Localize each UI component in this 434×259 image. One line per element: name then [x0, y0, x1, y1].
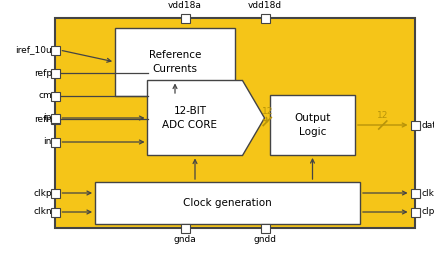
Bar — [181, 224, 190, 233]
Text: vdd18d: vdd18d — [248, 2, 282, 11]
Bar — [50, 91, 59, 100]
Text: gndd: gndd — [253, 235, 276, 244]
Bar — [50, 68, 59, 77]
Text: Reference
Currents: Reference Currents — [149, 50, 201, 74]
Text: 12: 12 — [262, 107, 273, 117]
Text: ip: ip — [44, 113, 52, 123]
Bar — [181, 13, 190, 23]
Bar — [50, 46, 59, 54]
Bar — [50, 138, 59, 147]
Text: cm: cm — [38, 91, 52, 100]
Text: clpno: clpno — [421, 207, 434, 217]
Text: refp: refp — [34, 68, 52, 77]
Polygon shape — [148, 81, 264, 155]
Bar — [411, 189, 420, 198]
Bar — [50, 207, 59, 217]
Bar — [55, 18, 415, 228]
Bar — [50, 113, 59, 123]
Bar — [411, 120, 420, 130]
Text: vdd18a: vdd18a — [168, 2, 202, 11]
Bar — [95, 182, 360, 224]
Text: 12-BIT
ADC CORE: 12-BIT ADC CORE — [162, 106, 217, 130]
Text: iref_10u: iref_10u — [15, 46, 52, 54]
Text: Output
Logic: Output Logic — [294, 113, 331, 137]
Text: data<11:0>: data<11:0> — [421, 120, 434, 130]
Bar — [270, 95, 355, 155]
Bar — [50, 189, 59, 198]
Bar — [260, 13, 270, 23]
Text: in: in — [44, 138, 52, 147]
Bar — [50, 114, 59, 124]
Bar — [411, 207, 420, 217]
Text: clkp: clkp — [33, 189, 52, 198]
Text: clkn: clkn — [33, 207, 52, 217]
Bar — [115, 28, 235, 96]
Text: Clock generation: Clock generation — [183, 198, 272, 208]
Text: refn: refn — [34, 114, 52, 124]
Bar — [260, 224, 270, 233]
Text: gnda: gnda — [174, 235, 196, 244]
Text: clkpo: clkpo — [421, 189, 434, 198]
Text: 12: 12 — [377, 111, 388, 120]
